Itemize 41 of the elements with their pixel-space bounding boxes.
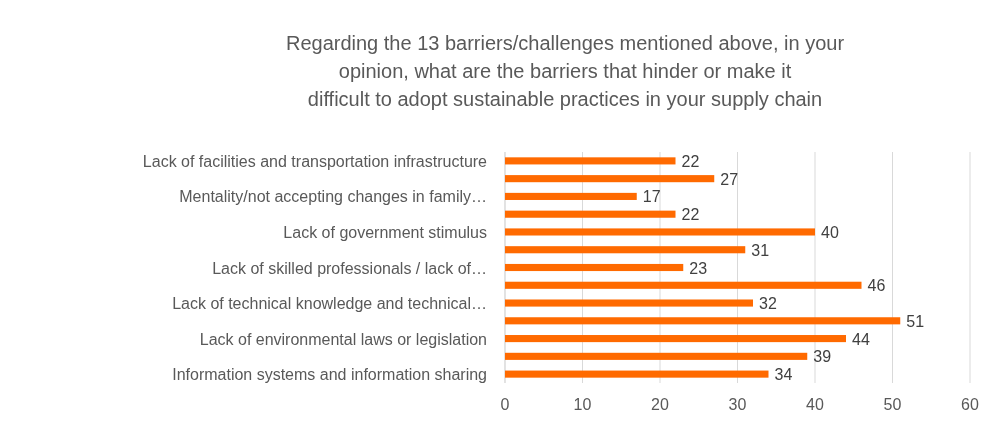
bar	[505, 352, 808, 360]
bar	[505, 157, 676, 165]
data-label: 40	[821, 223, 839, 241]
y-tick-label: Lack of environmental laws or legislation	[199, 330, 487, 348]
bar	[505, 317, 901, 325]
bar	[505, 263, 684, 272]
x-tick-label: 20	[651, 396, 669, 413]
bar	[505, 192, 637, 200]
x-tick-label: 50	[883, 396, 902, 413]
x-tick-label: 60	[961, 396, 979, 413]
data-label: 31	[751, 241, 770, 259]
data-label: 46	[867, 277, 886, 295]
y-tick-label: Information systems and information sharing	[172, 366, 487, 384]
bar	[505, 246, 746, 254]
bar	[505, 228, 815, 236]
y-tick-label: Lack of technical knowledge and technical…	[172, 295, 487, 313]
data-label: 39	[813, 348, 832, 366]
data-label: 23	[689, 259, 708, 277]
y-tick-label: Lack of facilities and transportation infrastructure	[142, 152, 488, 170]
y-tick-label: Mentality/not accepting changes in family…	[179, 188, 487, 206]
x-tick-label: 30	[728, 396, 747, 413]
bar	[505, 175, 715, 183]
data-label: 44	[852, 330, 870, 348]
data-label: 17	[642, 188, 661, 206]
x-tick-label: 10	[573, 396, 592, 413]
y-tick-label: Lack of government stimulus	[283, 223, 487, 241]
data-label: 34	[774, 366, 793, 384]
bar	[505, 281, 862, 289]
data-label: 27	[720, 170, 739, 188]
x-tick-label: 0	[500, 396, 510, 413]
bar	[505, 370, 769, 378]
data-label: 51	[906, 312, 925, 330]
data-label: 22	[681, 152, 700, 170]
bar	[505, 210, 676, 218]
data-label: 22	[681, 206, 700, 224]
bar	[505, 335, 846, 343]
y-tick-label: Lack of skilled professionals / lack of…	[212, 259, 487, 277]
x-tick-label: 40	[806, 396, 824, 413]
data-label: 32	[759, 295, 777, 313]
chart-title: Regarding the 13 barriers/challenges mentioned above, in your opinion, what are the barriers that hinder or make it difficult to adopt sustainable practices in your supply chain	[285, 32, 845, 110]
bar	[505, 299, 753, 307]
